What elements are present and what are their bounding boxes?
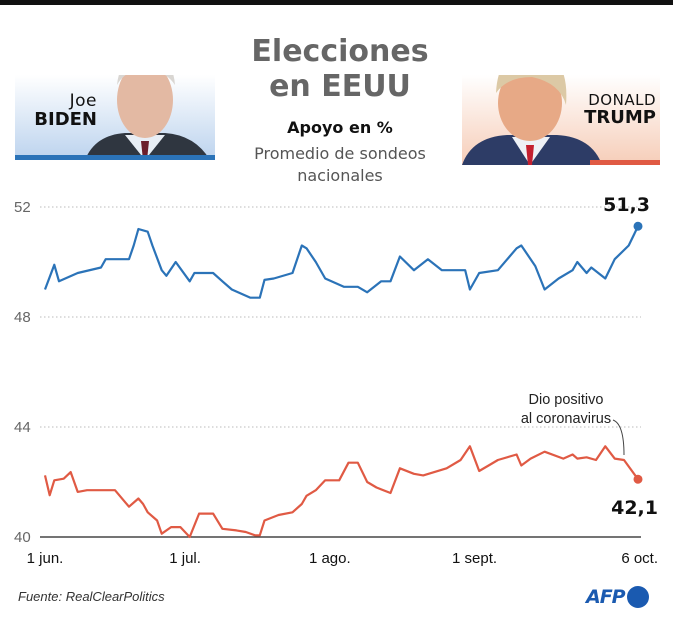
afp-logo: AFP [586,585,649,609]
trump-color-bar [590,160,660,165]
x-tick-label: 1 sept. [452,550,497,567]
biden-name: Joe Biden [34,91,97,130]
trump-first-name: Donald [588,91,656,109]
biden-line [43,225,639,299]
biden-last-name: Biden [34,108,97,130]
trump-name: Donald Trump [584,91,656,128]
y-tick-label: 40 [14,529,31,546]
y-tick-label: 48 [14,309,31,326]
x-tick-label: 1 ago. [309,550,351,567]
biden-first-name: Joe [69,91,97,111]
description: Promedio de sondeos nacionales [220,143,460,187]
annotation-line2: al coronavirus [521,411,611,427]
biden-end-point [633,221,643,231]
biden-portrait: Joe Biden [15,75,215,160]
page-title: Elecciones en EEUU [220,34,460,104]
source-note: Fuente: RealClearPolitics [18,589,165,604]
afp-logo-text: AFP [586,586,626,608]
x-tick-label: 6 oct. [621,550,658,567]
top-border [0,0,673,5]
annotation-line1: Dio positivo [529,392,604,408]
trump-end-point [633,474,643,484]
trump-end-label: 42,1 [611,497,658,519]
trump-line [43,445,639,539]
description-line1: Promedio de sondeos [254,144,426,163]
y-tick-label: 52 [14,199,31,216]
description-line2: nacionales [297,166,383,185]
title-line2: en EEUU [269,69,411,104]
trump-photo-icon [462,75,602,165]
trump-portrait: Donald Trump [462,75,660,165]
biden-end-label: 51,3 [603,194,650,216]
x-tick-label: 1 jul. [169,550,201,567]
title-line1: Elecciones [251,34,429,69]
afp-logo-dot-icon [626,586,649,608]
biden-color-bar [15,155,215,160]
trump-last-name: Trump [584,106,656,128]
annotation-leader [612,419,625,456]
x-tick-label: 1 jun. [27,550,64,567]
biden-photo-icon [85,75,210,160]
y-tick-label: 44 [14,419,31,436]
subtitle: Apoyo en % [287,118,393,137]
